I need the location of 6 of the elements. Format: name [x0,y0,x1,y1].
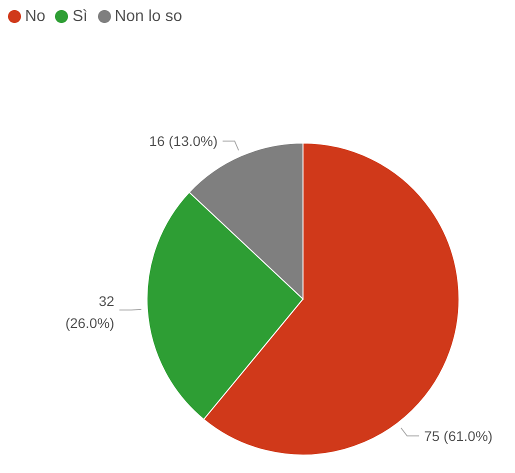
data-label: 75 (61.0%) [424,428,493,444]
legend-label: Non lo so [114,8,182,25]
legend-label: No [25,8,46,25]
legend-label: Sì [72,8,88,25]
data-label: 16 (13.0%) [149,133,218,150]
data-label: 32 (26.0%) [65,292,115,331]
